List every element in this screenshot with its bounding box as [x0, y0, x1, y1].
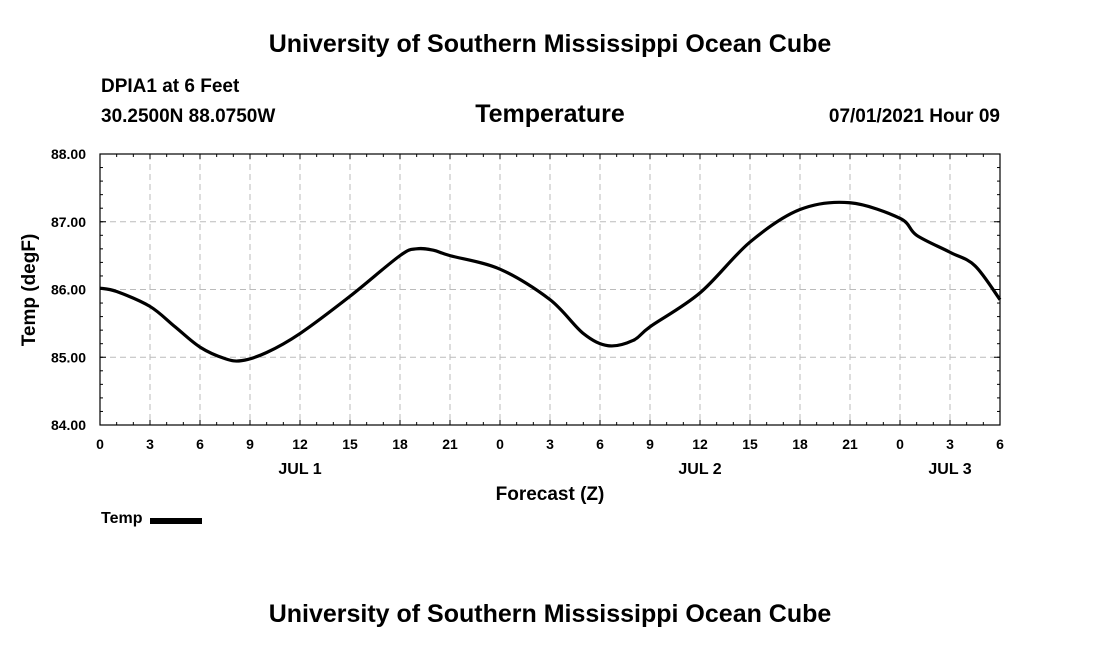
x-tick-label: 18: [792, 436, 808, 452]
y-tick-label: 84.00: [51, 417, 86, 433]
date-label: JUL 3: [928, 461, 971, 478]
date-label: JUL 2: [678, 461, 721, 478]
series-layer: [99, 200, 1002, 363]
x-tick-label: 21: [442, 436, 458, 452]
x-tick-label: 0: [896, 436, 904, 452]
x-tick-label: 18: [392, 436, 408, 452]
x-tick-label: 9: [646, 436, 654, 452]
main-title: University of Southern Mississippi Ocean…: [268, 30, 832, 58]
legend-label: Temp: [101, 510, 143, 527]
x-tick-label: 15: [342, 436, 358, 452]
x-tick-label: 12: [692, 436, 708, 452]
x-tick-label: 12: [292, 436, 308, 452]
x-tick-label: 15: [742, 436, 758, 452]
y-tick-label: 87.00: [51, 214, 86, 230]
x-tick-label: 6: [596, 436, 604, 452]
footer-title: University of Southern Mississippi Ocean…: [268, 600, 832, 628]
y-tick-label: 86.00: [51, 282, 86, 298]
x-tick-label: 6: [996, 436, 1004, 452]
series-line-temp: [99, 200, 1002, 363]
plot-frame: [99, 153, 1001, 426]
date-label: JUL 1: [278, 461, 321, 478]
legend-swatch: [150, 517, 203, 524]
x-tick-label: 3: [146, 436, 154, 452]
tick-label-layer: 0 3 6 9 12 15 18 21 0 3 6 9 12 15 18 21 0 3 6 84.00 85.00 86.…: [51, 146, 1004, 478]
grid-layer: [100, 154, 1000, 425]
forecast-datetime: 07/01/2021 Hour 09: [828, 106, 1000, 127]
x-axis-label: Forecast (Z): [496, 484, 605, 505]
y-tick-label: 88.00: [51, 146, 86, 162]
legend: Temp: [101, 510, 203, 528]
x-tick-label: 0: [96, 436, 104, 452]
y-axis-label: Temp (degF): [19, 234, 40, 347]
y-tick-label: 85.00: [51, 349, 86, 365]
x-tick-label: 3: [946, 436, 954, 452]
plot-title: Temperature: [475, 100, 625, 128]
station-label: DPIA1 at 6 Feet: [101, 76, 240, 97]
x-tick-label: 21: [842, 436, 858, 452]
x-tick-label: 6: [196, 436, 204, 452]
station-coordinates: 30.2500N 88.0750W: [101, 106, 276, 127]
x-tick-label: 3: [546, 436, 554, 452]
x-tick-label: 0: [496, 436, 504, 452]
x-tick-label: 9: [246, 436, 254, 452]
